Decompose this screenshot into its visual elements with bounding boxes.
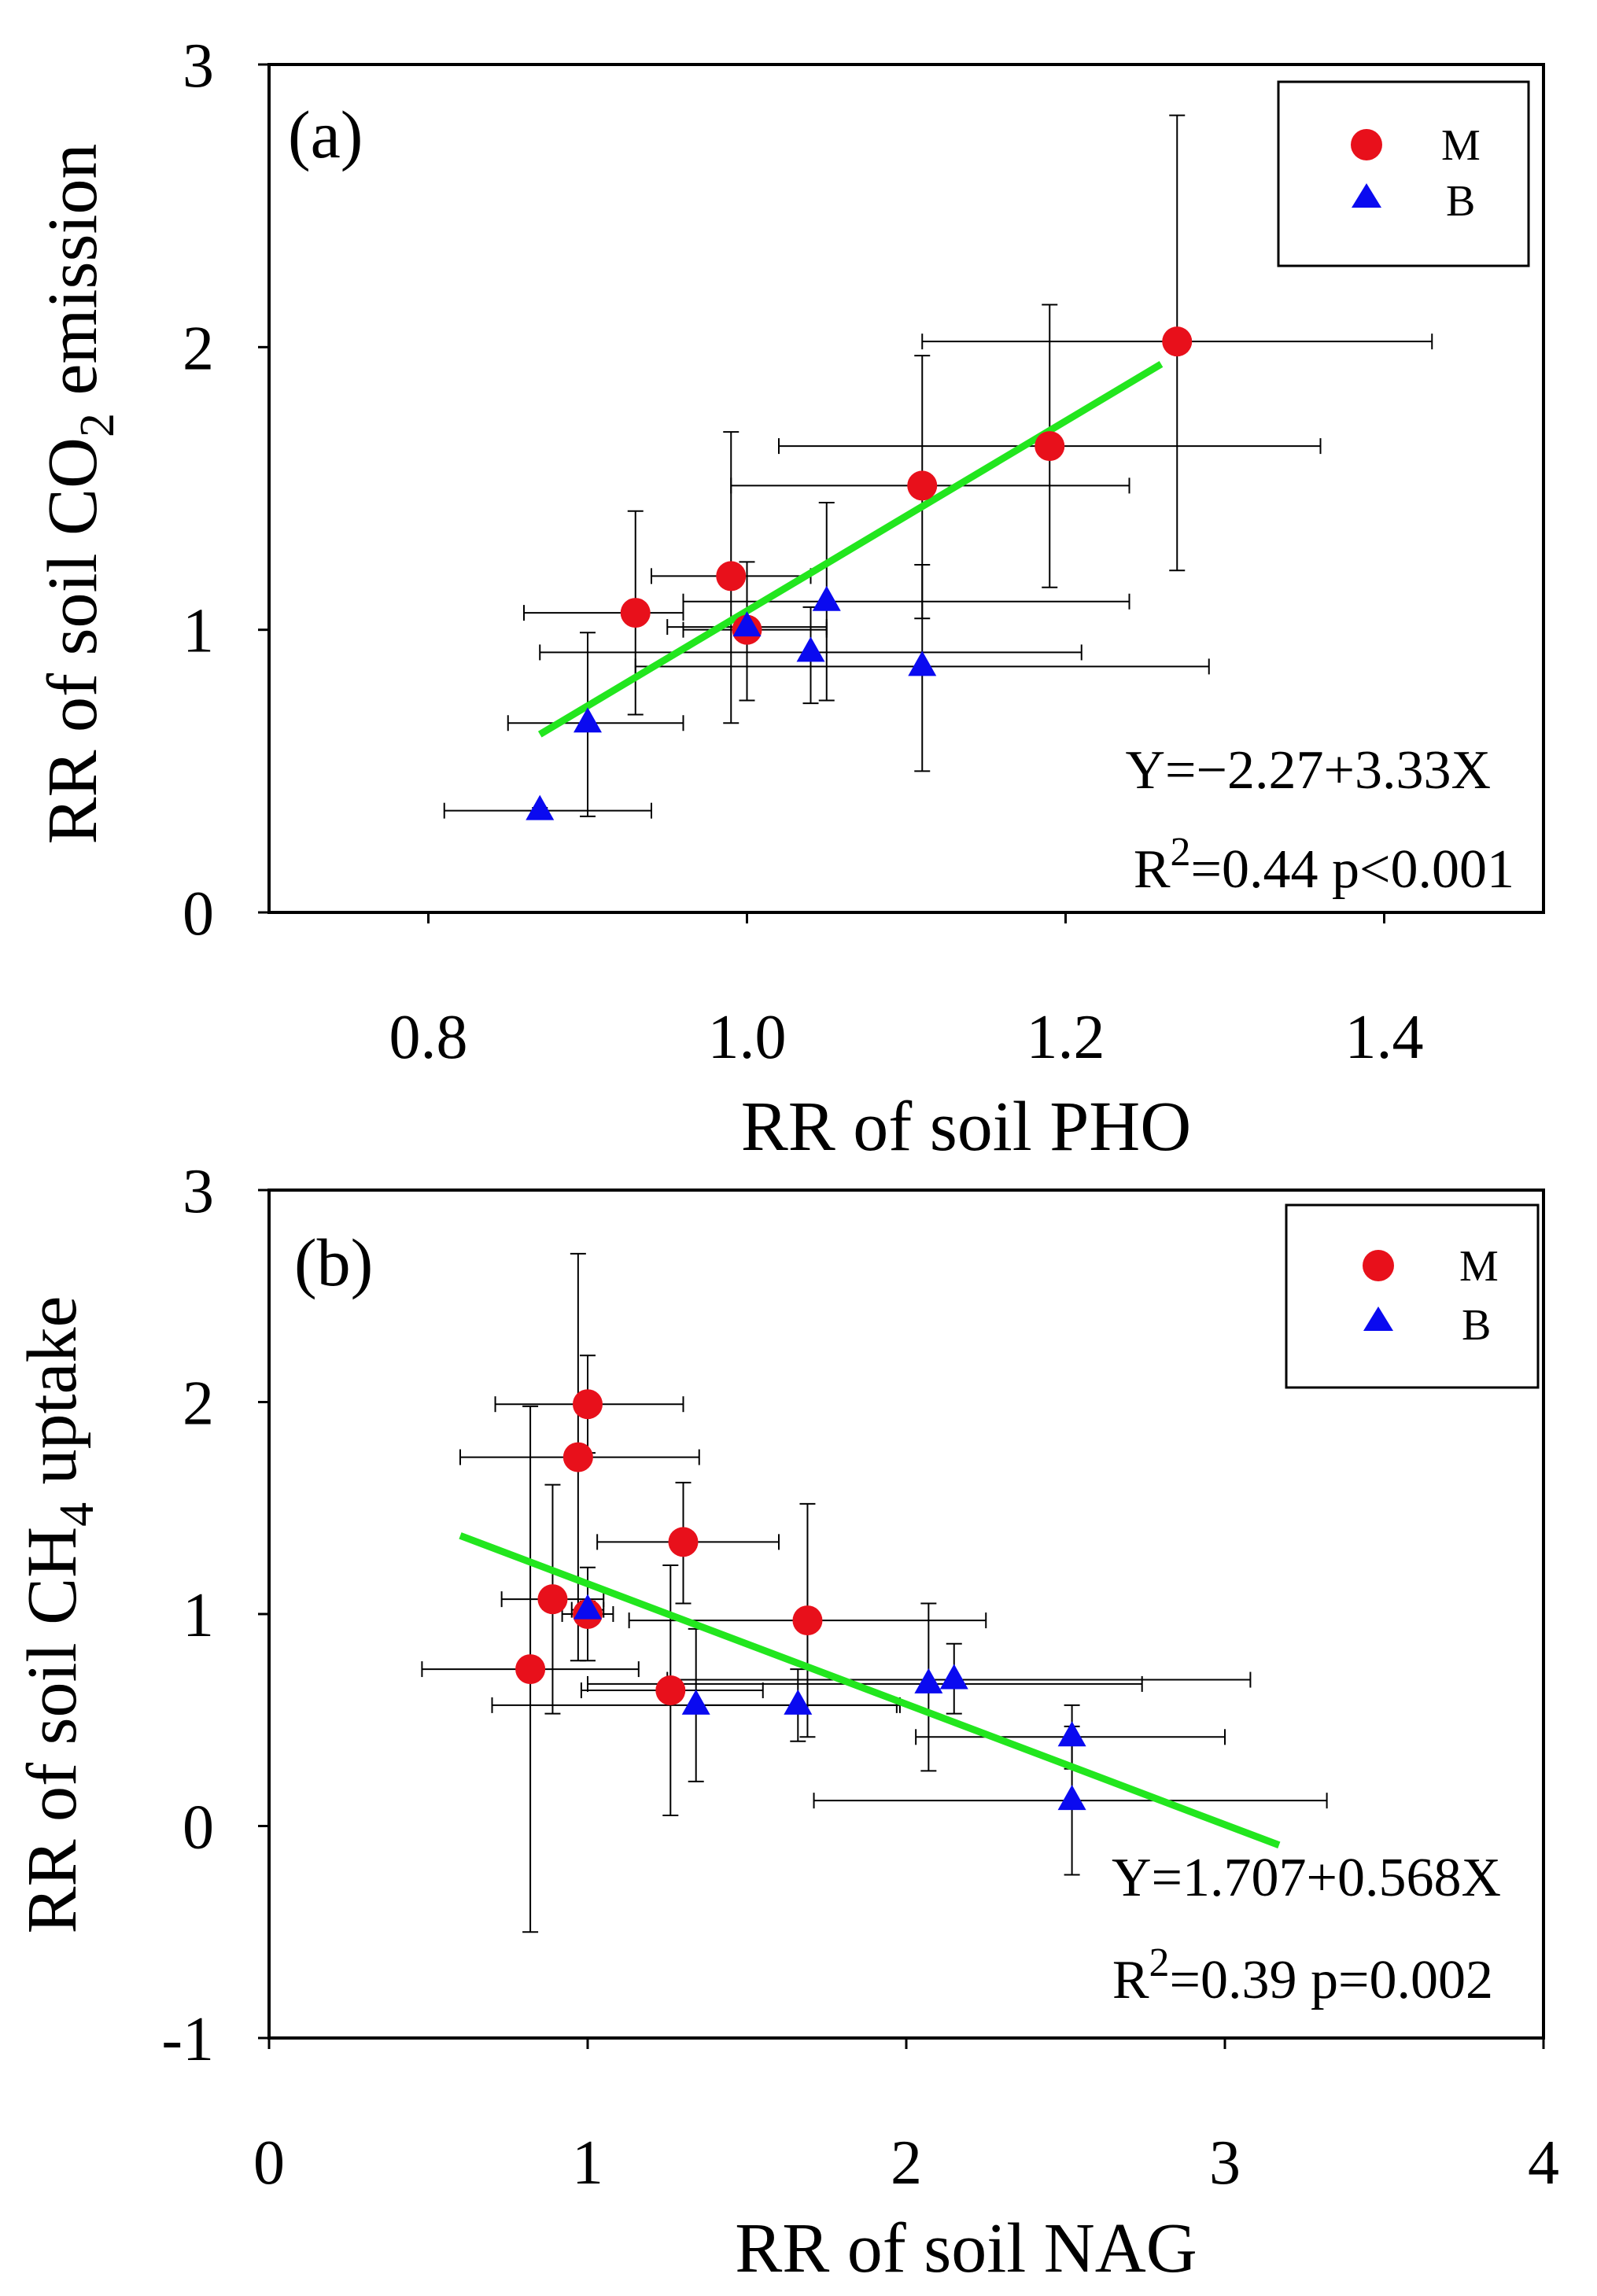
x-tick-label: 1.2 — [1027, 1003, 1105, 1072]
legend-marker-b — [1363, 1306, 1393, 1331]
x-axis-title: RR of soil PHO — [741, 1088, 1192, 1166]
y-tick-label: 2 — [183, 314, 214, 383]
legend-box — [1277, 80, 1530, 267]
point-b — [914, 1668, 943, 1693]
y-tick-label: 1 — [183, 1581, 214, 1650]
x-tick-label: 0.8 — [389, 1003, 468, 1072]
x-tick-label: 1.0 — [708, 1003, 787, 1072]
legend-label-b: B — [1446, 177, 1475, 226]
y-axis-ticks: 0 1 2 3 — [183, 31, 269, 949]
legend-box — [1285, 1203, 1540, 1389]
x-tick-label: 0 — [253, 2128, 285, 2198]
point-b — [681, 1689, 710, 1715]
point-m — [562, 1442, 593, 1472]
point-b — [732, 611, 762, 637]
y-tick-label: -1 — [161, 2005, 214, 2074]
x-tick-label: 4 — [1528, 2128, 1559, 2198]
point-m — [716, 561, 747, 592]
x-axis-ticks: 0 1 2 3 4 — [253, 2038, 1559, 2198]
regression-equation: Y=−2.27+3.33X — [1125, 740, 1491, 801]
point-m — [655, 1675, 686, 1706]
fit-line — [537, 361, 1164, 738]
point-b — [812, 585, 841, 611]
point-m — [573, 1389, 603, 1420]
point-m — [515, 1654, 546, 1685]
point-m — [792, 1605, 823, 1636]
legend-marker-b — [1352, 183, 1381, 208]
regression-stats: R2=0.44 p<0.001 — [1134, 830, 1514, 900]
legend-label-b: B — [1462, 1301, 1491, 1350]
point-m — [1035, 431, 1065, 462]
y-tick-label: 2 — [183, 1369, 214, 1439]
y-axis-title: RR of soil CH4 uptake — [13, 1296, 104, 1934]
regression-line — [537, 361, 1164, 738]
legend: M B — [1285, 1203, 1540, 1389]
legend-marker-m — [1363, 1250, 1394, 1281]
panel-label: (b) — [294, 1225, 373, 1300]
panel-b: 0 1 2 3 4 -1 0 1 2 3 (b) M B Y=1.707+0.568X R2=0… — [13, 1157, 1559, 2287]
y-tick-label: 3 — [183, 1157, 214, 1226]
x-tick-label: 1.4 — [1345, 1003, 1424, 1072]
point-m — [537, 1584, 568, 1615]
point-b — [574, 707, 602, 733]
point-m — [1162, 326, 1193, 357]
x-axis-ticks: 0.8 1.0 1.2 1.4 — [389, 912, 1424, 1072]
y-axis-ticks: -1 0 1 2 3 — [161, 1157, 269, 2074]
data-markers — [526, 326, 1193, 820]
y-tick-label: 0 — [183, 879, 214, 949]
point-b — [784, 1689, 813, 1715]
point-b — [574, 1594, 602, 1620]
point-b — [1057, 1721, 1086, 1747]
point-b — [1057, 1785, 1086, 1811]
fit-line — [459, 1532, 1281, 1848]
point-b — [796, 636, 825, 662]
point-m — [907, 470, 938, 501]
point-b — [939, 1664, 968, 1690]
point-m — [620, 598, 651, 628]
point-m — [668, 1527, 699, 1557]
panel-label: (a) — [288, 97, 363, 172]
legend-label-m: M — [1459, 1242, 1499, 1291]
x-tick-label: 2 — [891, 2128, 922, 2198]
data-markers — [515, 1389, 1086, 1811]
legend-marker-m — [1351, 129, 1382, 160]
regression-line — [459, 1532, 1281, 1848]
point-b — [908, 650, 937, 676]
regression-stats: R2=0.39 p=0.002 — [1112, 1940, 1493, 2010]
x-tick-label: 3 — [1209, 2128, 1241, 2198]
legend-label-m: M — [1441, 121, 1481, 170]
plot-frame — [267, 63, 1545, 914]
legend: M B — [1277, 80, 1530, 267]
x-tick-label: 1 — [572, 2128, 603, 2198]
y-tick-label: 0 — [183, 1793, 214, 1863]
x-axis-title: RR of soil NAG — [735, 2209, 1197, 2287]
y-axis-title: RR of soil CO2 emission — [34, 143, 124, 844]
point-b — [526, 794, 555, 820]
y-tick-label: 3 — [183, 31, 214, 101]
y-tick-label: 1 — [183, 597, 214, 666]
regression-equation: Y=1.707+0.568X — [1112, 1848, 1501, 1908]
